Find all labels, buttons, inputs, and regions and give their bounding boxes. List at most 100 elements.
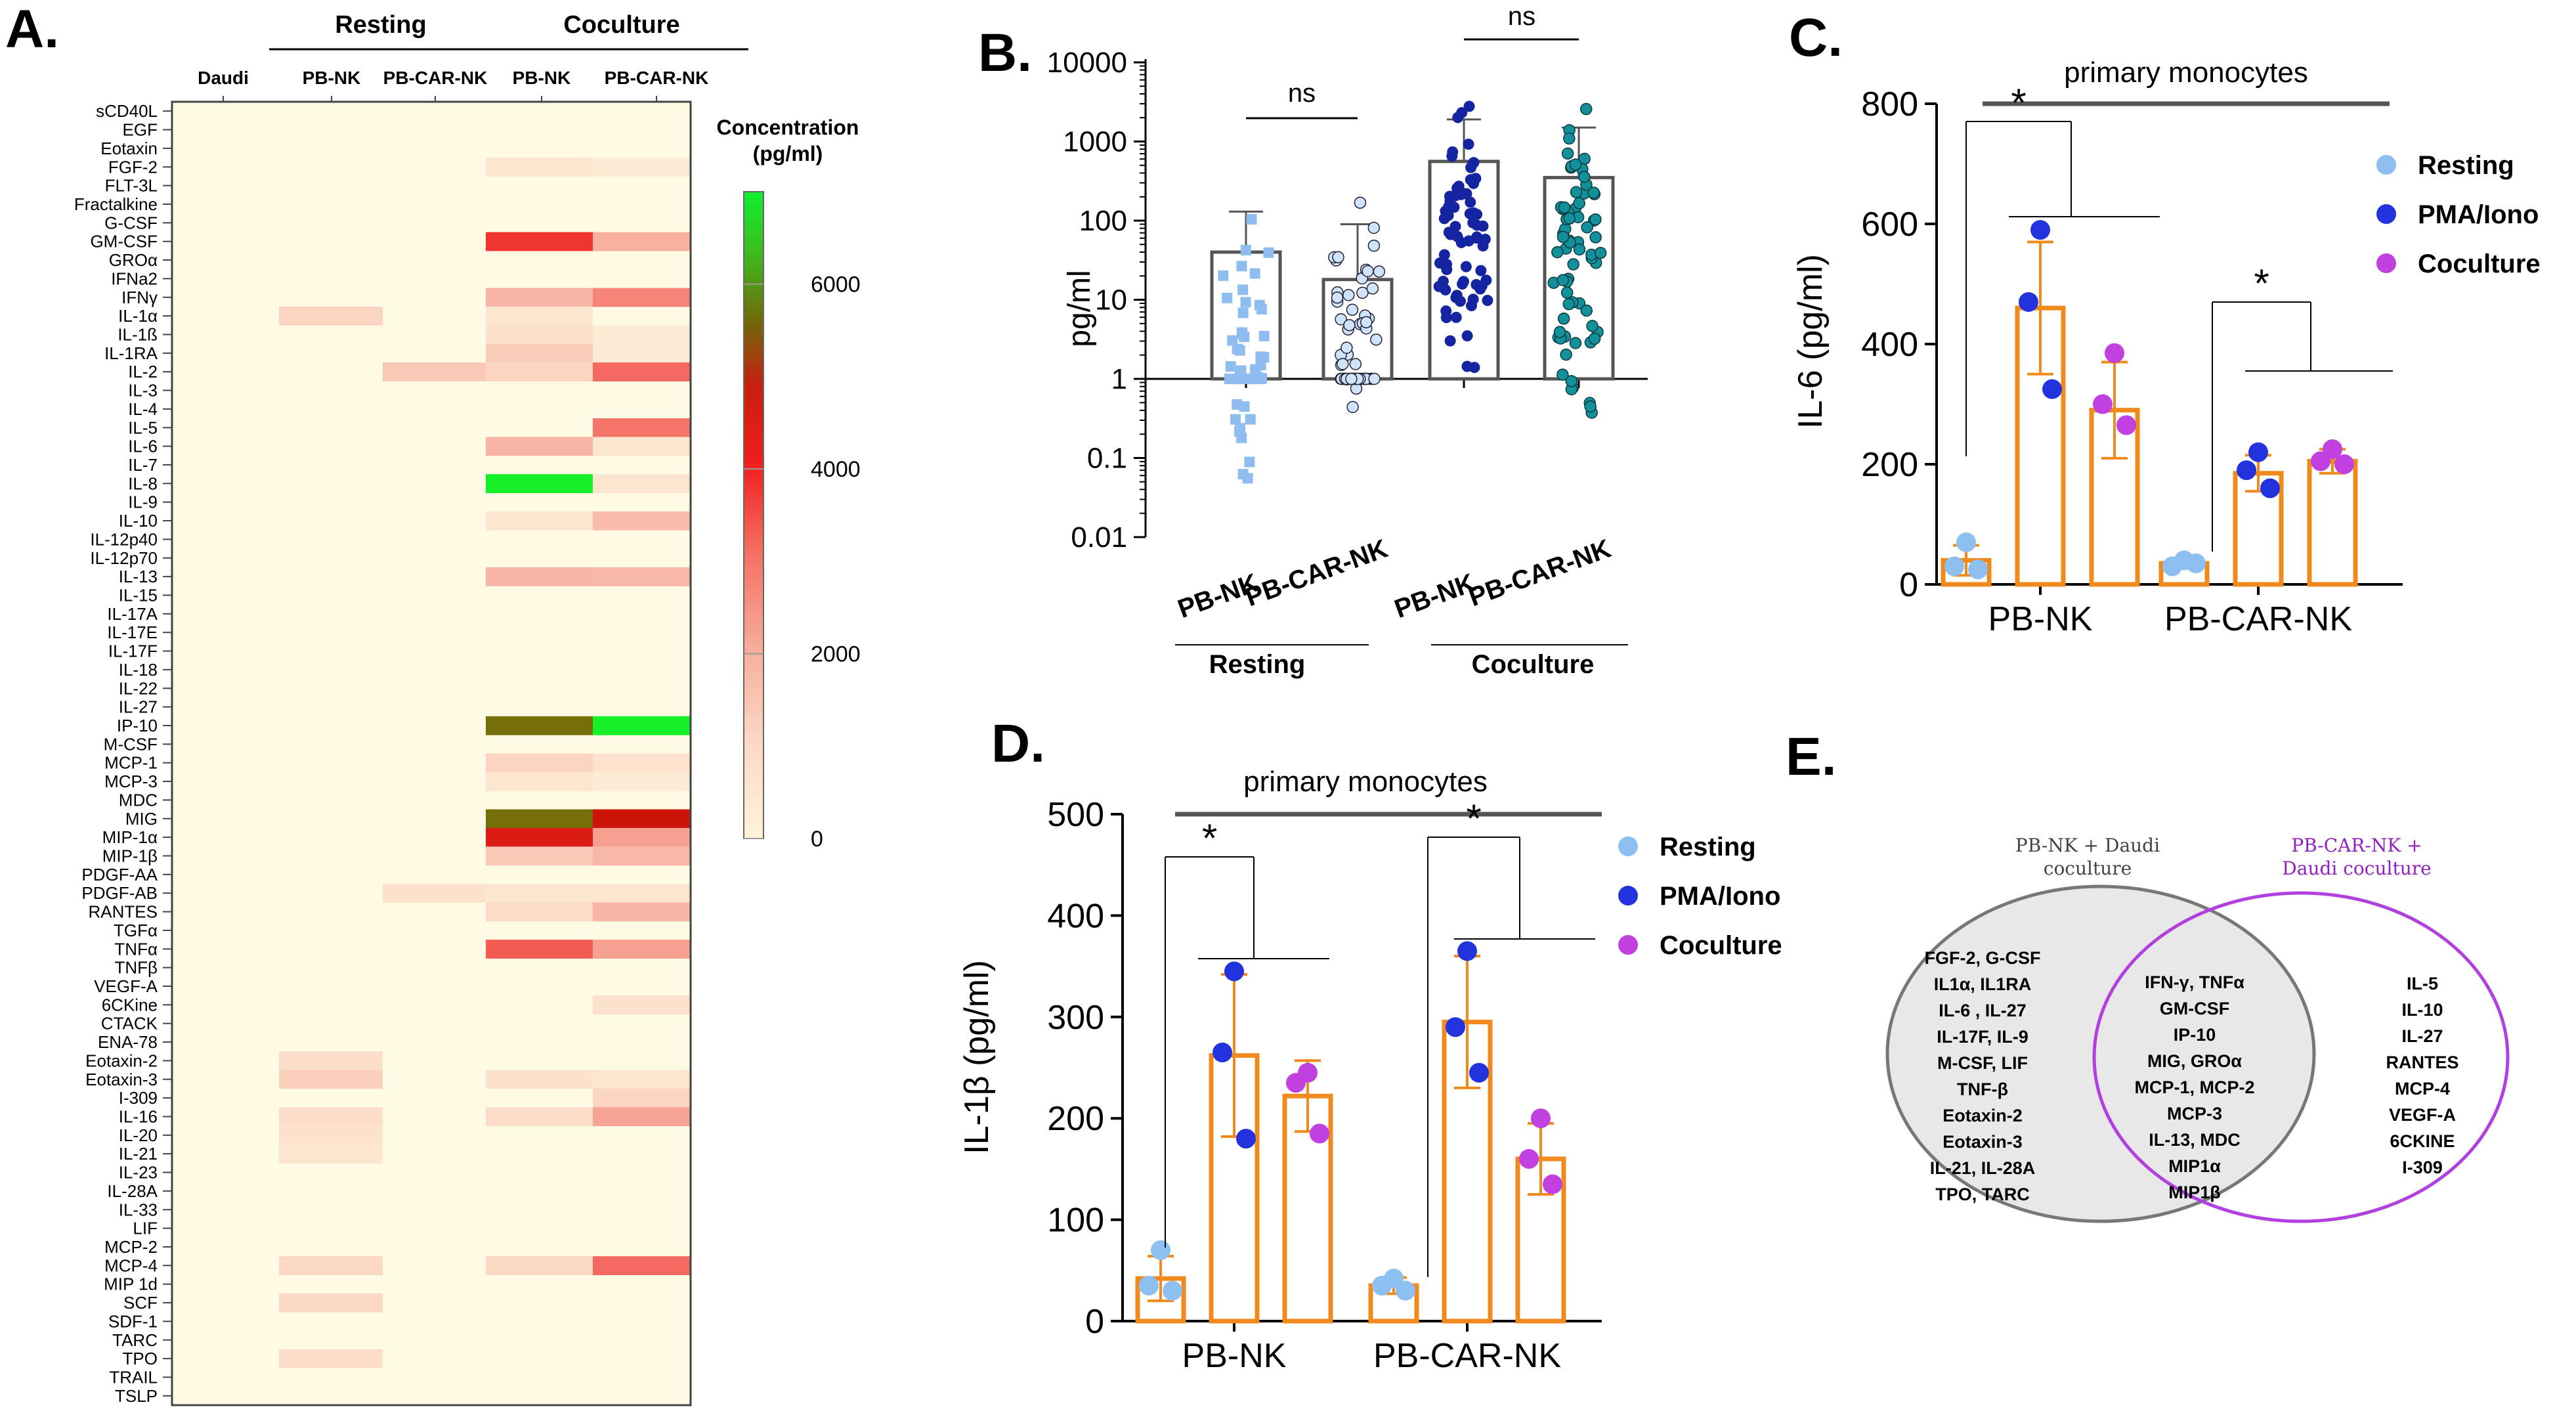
venn-shared-item: IFN-γ, TNFα xyxy=(2145,972,2244,992)
b-point xyxy=(1460,261,1472,272)
heatmap-cell xyxy=(593,902,691,922)
b-x-category-label: PB-NK xyxy=(1391,568,1479,624)
d-x-category-label: PB-CAR-NK xyxy=(1373,1337,1561,1375)
heatmap-row-label: IL-5 xyxy=(128,418,158,437)
b-point xyxy=(1337,358,1349,370)
b-point xyxy=(1244,456,1255,468)
heatmap-row-label: MIG xyxy=(125,809,158,829)
heatmap-cell xyxy=(486,1107,593,1127)
heatmap-row-label: IL-17F xyxy=(108,642,158,661)
heatmap-cell xyxy=(486,511,593,531)
b-point xyxy=(1465,196,1476,208)
colorbar-tick-label: 6000 xyxy=(811,272,861,297)
heatmap-cell xyxy=(486,884,593,903)
panel-d-ylabel: IL-1β (pg/ml) xyxy=(958,960,996,1154)
d-point xyxy=(1446,1017,1465,1037)
b-point xyxy=(1570,186,1583,198)
c-point xyxy=(1968,559,1988,580)
heatmap-row-label: IL-1α xyxy=(118,306,158,326)
heatmap-row-label: RANTES xyxy=(89,902,158,922)
c-point xyxy=(2162,556,2182,577)
heatmap-row-label: LIF xyxy=(133,1219,158,1238)
d-y-tick-label: 400 xyxy=(1047,897,1104,935)
b-point xyxy=(1560,348,1572,361)
d-point xyxy=(1139,1275,1159,1295)
b-point xyxy=(1551,246,1564,259)
heatmap-row-label: IL-13 xyxy=(119,567,158,586)
heatmap-row-label: EGF xyxy=(123,120,158,140)
b-point xyxy=(1480,274,1492,286)
b-point xyxy=(1331,292,1344,304)
heatmap-cell xyxy=(593,418,691,437)
b-point xyxy=(1477,220,1489,232)
venn-left-item: TPO, TARC xyxy=(1935,1185,2030,1204)
panel-d-title: primary monocytes xyxy=(1243,766,1488,798)
b-point xyxy=(1367,221,1381,234)
venn-shared-item: GM-CSF xyxy=(2160,999,2229,1018)
heatmap-cell xyxy=(486,474,593,493)
heatmap-cell xyxy=(593,940,691,959)
heatmap-row-label: IP-10 xyxy=(117,716,158,735)
b-point xyxy=(1438,249,1450,261)
b-point xyxy=(1345,372,1358,385)
b-point xyxy=(1441,264,1453,276)
heatmap-cell xyxy=(593,827,691,847)
c-legend-marker xyxy=(2376,204,2396,224)
b-point xyxy=(1569,158,1582,171)
heatmap-col-label: PB-CAR-NK xyxy=(605,68,709,88)
heatmap-cell xyxy=(486,1070,593,1089)
heatmap-cell xyxy=(279,1070,383,1089)
b-y-tick-label: 10 xyxy=(1095,284,1127,316)
venn-right-item: IL-5 xyxy=(2407,974,2438,993)
b-point xyxy=(1342,289,1355,301)
d-point xyxy=(1531,1108,1551,1129)
d-point xyxy=(1310,1123,1329,1144)
b-point xyxy=(1581,221,1593,234)
heatmap-row-label: IL-2 xyxy=(128,362,158,381)
b-point xyxy=(1560,286,1574,299)
d-point xyxy=(1236,1129,1256,1149)
heatmap-cell xyxy=(486,753,593,773)
venn-shared-item: MCP-3 xyxy=(2167,1104,2222,1123)
panel-b-label: B. xyxy=(978,23,1032,83)
venn-left-item: Eotaxin-3 xyxy=(1943,1132,2023,1152)
heatmap-col-label: PB-CAR-NK xyxy=(383,68,488,88)
heatmap-row-label: PDGF-AA xyxy=(81,865,158,884)
d-point xyxy=(1372,1275,1392,1295)
b-point xyxy=(1455,188,1467,200)
d-point xyxy=(1457,941,1477,961)
heatmap-cell xyxy=(593,325,691,345)
b-point xyxy=(1237,284,1249,295)
heatmap-row-label: TGFα xyxy=(114,921,158,940)
heatmap-cell xyxy=(593,474,691,493)
b-point xyxy=(1463,139,1474,150)
c-point xyxy=(1944,556,1964,577)
c-point xyxy=(2042,379,2062,399)
c-point xyxy=(2248,442,2268,462)
heatmap-cell xyxy=(486,288,593,307)
heatmap-cell xyxy=(486,158,593,177)
heatmap-row-label: IL-20 xyxy=(119,1125,158,1145)
b-x-category-label: PB-CAR-NK xyxy=(1465,534,1615,612)
b-point xyxy=(1235,365,1247,376)
heatmap-row-label: sCD40L xyxy=(96,101,158,121)
c-y-tick-label: 400 xyxy=(1861,326,1918,364)
b-point xyxy=(1245,414,1256,425)
heatmap-row-label: MCP-2 xyxy=(104,1237,158,1257)
b-point xyxy=(1449,221,1461,232)
c-point xyxy=(2030,220,2050,240)
d-point xyxy=(1213,1042,1232,1062)
heatmap-cell xyxy=(593,809,691,829)
heatmap-cell xyxy=(279,1293,383,1313)
heatmap-row-label: IL-15 xyxy=(119,585,158,605)
b-point xyxy=(1588,332,1601,345)
heatmap-cell xyxy=(593,1107,691,1127)
heatmap-row-label: MCP-3 xyxy=(104,772,158,791)
b-point xyxy=(1367,239,1381,252)
d-legend-marker xyxy=(1618,837,1638,856)
venn-right-item: I-309 xyxy=(2402,1158,2443,1177)
heatmap-row-label: G-CSF xyxy=(104,213,158,232)
heatmap-col-label: Daudi xyxy=(198,68,249,88)
heatmap-row-label: M-CSF xyxy=(104,734,158,754)
